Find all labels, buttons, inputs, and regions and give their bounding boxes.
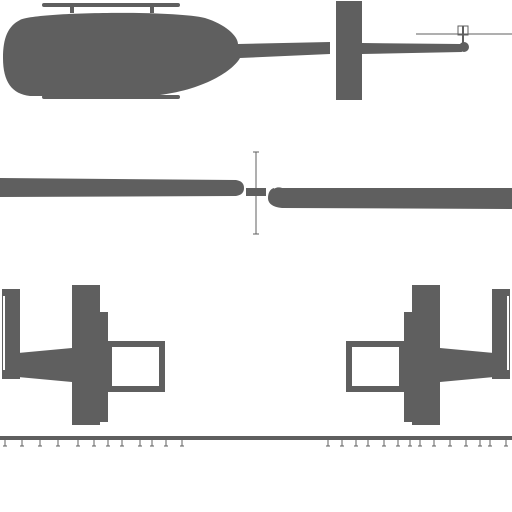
lower-skid — [42, 95, 180, 99]
rail-tick — [396, 440, 400, 447]
rail-tick — [138, 440, 142, 447]
gear-left-frame — [106, 341, 165, 392]
rail-ticks — [3, 440, 508, 447]
tail-rotor-hub — [459, 42, 469, 52]
ground-rail — [0, 436, 512, 440]
rail-tick — [340, 440, 344, 447]
part-silhouettes — [0, 1, 512, 440]
rail-tick — [120, 440, 124, 447]
fuselage-side-view — [3, 1, 469, 100]
rail-tick — [408, 440, 412, 447]
rail-tick — [76, 440, 80, 447]
rail-tick — [432, 440, 436, 447]
rail-tick — [366, 440, 370, 447]
gear-left-plate — [72, 285, 100, 425]
gear-left-post — [2, 289, 20, 379]
upper-skid — [42, 3, 180, 7]
gear-right-plate-back — [404, 312, 416, 422]
cabin-body — [3, 12, 330, 96]
gear-right-post — [492, 289, 510, 379]
thin-lines — [3, 25, 512, 370]
tail-boom — [362, 43, 462, 54]
tail-rotor-mast — [462, 26, 464, 46]
rail-tick — [478, 440, 482, 447]
rail-tick — [20, 440, 24, 447]
gear-right-plate — [412, 285, 440, 425]
rail-tick — [382, 440, 386, 447]
gear-left-plate-back — [96, 312, 108, 422]
tail-rotor-box — [457, 25, 469, 36]
lower-skid-strut-left — [70, 90, 74, 98]
upper-skid-strut-left — [70, 3, 74, 13]
rotor-blade-left — [0, 178, 244, 197]
tail-fin — [336, 1, 362, 100]
rail-tick — [326, 440, 330, 447]
rail-tick — [354, 440, 358, 447]
rail-tick — [418, 440, 422, 447]
gear-right-boom — [440, 348, 494, 382]
rail-tick — [3, 440, 7, 447]
lower-skid-strut-right — [150, 90, 154, 98]
rail-tick — [56, 440, 60, 447]
rail-tick — [504, 440, 508, 447]
rail-tick — [150, 440, 154, 447]
gear-assembly-left — [2, 285, 165, 425]
rail-tick — [164, 440, 168, 447]
rail-tick — [38, 440, 42, 447]
rail-tick — [464, 440, 468, 447]
rail-tick — [488, 440, 492, 447]
upper-skid-strut-right — [150, 3, 154, 13]
rail-tick — [92, 440, 96, 447]
gear-left-boom — [18, 348, 72, 382]
rail-tick — [106, 440, 110, 447]
gear-assembly-right — [346, 285, 510, 425]
rail-tick — [448, 440, 452, 447]
rail-tick — [180, 440, 184, 447]
rotor-blade-right — [268, 187, 512, 209]
gear-right-frame — [346, 341, 405, 392]
